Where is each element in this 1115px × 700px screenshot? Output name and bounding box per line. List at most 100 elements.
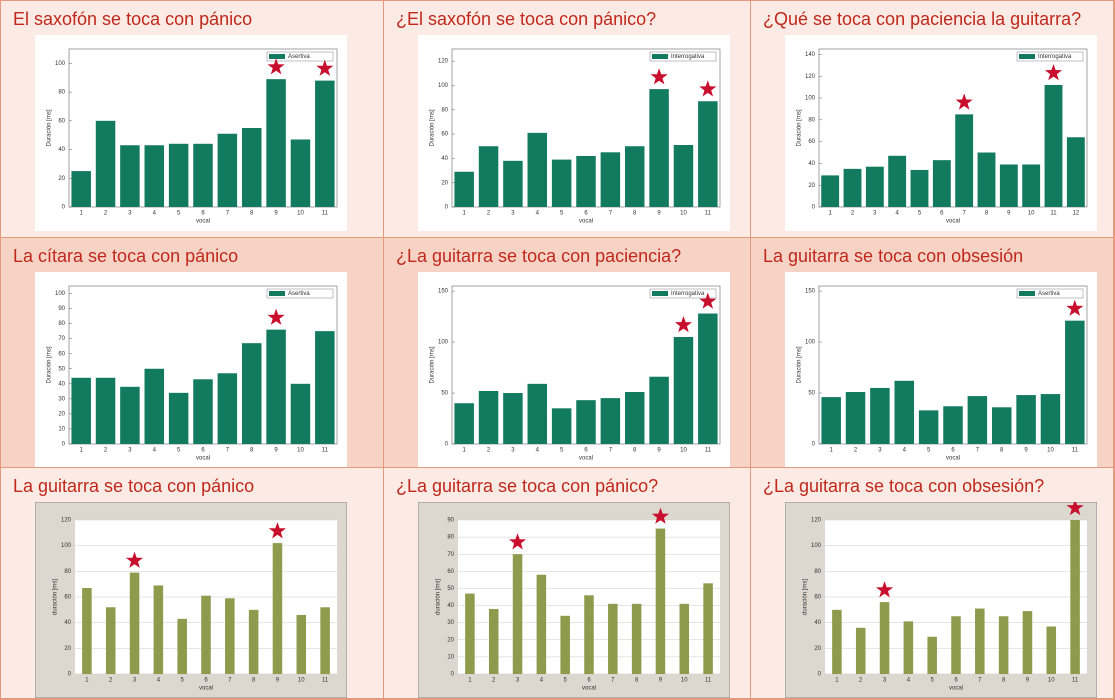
bar	[465, 593, 475, 674]
bar	[248, 609, 259, 674]
bar	[679, 603, 690, 674]
x-tick-label: 9	[657, 211, 661, 217]
x-tick-label: 7	[226, 448, 230, 454]
bar	[512, 554, 523, 674]
bar	[1022, 164, 1041, 207]
highlight-star	[1066, 299, 1084, 316]
bar	[290, 139, 311, 207]
bar	[488, 608, 499, 674]
y-tick-label: 30	[447, 620, 454, 626]
bar	[821, 175, 840, 207]
y-tick-label: 20	[447, 637, 454, 643]
x-tick-label: 4	[907, 678, 911, 684]
y-tick-label: 40	[58, 381, 65, 387]
x-tick-label: 6	[951, 448, 955, 454]
highlight-star	[650, 68, 668, 85]
y-tick-label: 0	[62, 442, 66, 448]
legend-swatch	[1019, 54, 1035, 59]
x-tick-label: 8	[633, 211, 637, 217]
x-tick-label: 1	[80, 211, 84, 217]
x-tick-label: 8	[635, 678, 639, 684]
bar	[71, 171, 91, 207]
highlight-star	[126, 551, 144, 568]
bar	[1065, 320, 1085, 444]
y-tick-label: 80	[808, 117, 815, 123]
y-tick-label: 70	[447, 552, 454, 558]
bar	[272, 543, 283, 674]
x-tick-label: 2	[104, 211, 108, 217]
x-tick-label: 9	[274, 211, 278, 217]
chart-title: ¿La guitarra se toca con obsesión?	[763, 476, 1045, 496]
bar	[855, 627, 866, 674]
x-tick-label: 8	[985, 211, 989, 217]
x-axis-label: vocal	[582, 686, 596, 692]
y-axis-label: Duración [ms]	[47, 109, 53, 146]
highlight-star	[509, 533, 527, 550]
y-tick-label: 80	[441, 107, 448, 113]
x-tick-label: 4	[153, 211, 157, 217]
x-tick-label: 3	[883, 678, 887, 684]
chart-panel: ¿La guitarra se toca con pánico? 0 10 20 30 4…	[384, 468, 751, 699]
chart-title: La guitarra se toca con obsesión	[763, 246, 1024, 266]
x-tick-label: 11	[705, 448, 712, 454]
y-tick-label: 140	[805, 52, 816, 58]
x-tick-label: 3	[128, 211, 132, 217]
bar	[832, 609, 842, 674]
y-tick-label: 0	[818, 672, 822, 678]
legend-label: Asertiva	[288, 54, 310, 60]
chart: 0 20 40 60 80 100 120 1 2 3 4 5 6 7 8 9 10 11 vocal duració…	[35, 502, 347, 698]
y-tick-label: 100	[438, 340, 449, 346]
bar	[1022, 611, 1033, 674]
legend-label: Asertiva	[1038, 291, 1060, 297]
y-axis-label: duración [ms]	[53, 579, 59, 615]
bar	[551, 159, 572, 207]
legend-label: Interrogativa	[1038, 54, 1072, 60]
y-tick-label: 50	[441, 391, 448, 397]
y-tick-label: 80	[64, 569, 71, 575]
y-tick-label: 60	[58, 118, 65, 124]
legend-swatch	[652, 291, 668, 296]
y-tick-label: 0	[812, 205, 816, 211]
x-tick-label: 5	[560, 211, 564, 217]
highlight-star	[651, 507, 669, 524]
y-tick-label: 60	[58, 351, 65, 357]
chart-panel: ¿La guitarra se toca con obsesión? 0 20 40 6…	[751, 468, 1114, 699]
x-tick-label: 2	[854, 448, 858, 454]
bar	[624, 146, 645, 207]
bar	[71, 377, 91, 444]
y-tick-label: 100	[805, 340, 816, 346]
chart: 0 20 40 60 80 100 120 1 2 3 4 5 6 7 8 9 10 11 vocal Duració…	[418, 35, 730, 231]
legend-swatch	[652, 54, 668, 59]
x-tick-label: 9	[1026, 678, 1030, 684]
bar	[82, 588, 92, 674]
highlight-star	[267, 58, 285, 75]
bar	[266, 329, 286, 444]
bar	[1044, 84, 1063, 207]
x-tick-label: 12	[1072, 211, 1079, 217]
x-axis-label: vocal	[579, 219, 593, 225]
x-tick-label: 6	[584, 211, 588, 217]
x-axis-label: vocal	[946, 219, 960, 225]
legend-box	[649, 288, 717, 299]
x-tick-label: 1	[468, 678, 472, 684]
highlight-star	[699, 80, 717, 97]
x-tick-label: 6	[940, 211, 944, 217]
legend-label: Interrogativa	[671, 54, 705, 60]
chart-title: El saxofón se toca con pánico	[13, 9, 253, 29]
bar	[315, 80, 335, 207]
y-tick-label: 10	[58, 427, 65, 433]
legend-swatch	[269, 54, 285, 59]
x-tick-label: 7	[978, 678, 982, 684]
x-tick-label: 4	[536, 448, 540, 454]
y-tick-label: 40	[808, 161, 815, 167]
y-tick-label: 60	[447, 569, 454, 575]
bar	[241, 128, 262, 207]
y-tick-label: 40	[447, 603, 454, 609]
highlight-star	[955, 93, 973, 110]
x-tick-label: 6	[954, 678, 958, 684]
x-tick-label: 1	[85, 678, 89, 684]
plot-area	[818, 48, 1088, 208]
y-tick-label: 150	[805, 289, 816, 295]
x-tick-label: 7	[228, 678, 232, 684]
